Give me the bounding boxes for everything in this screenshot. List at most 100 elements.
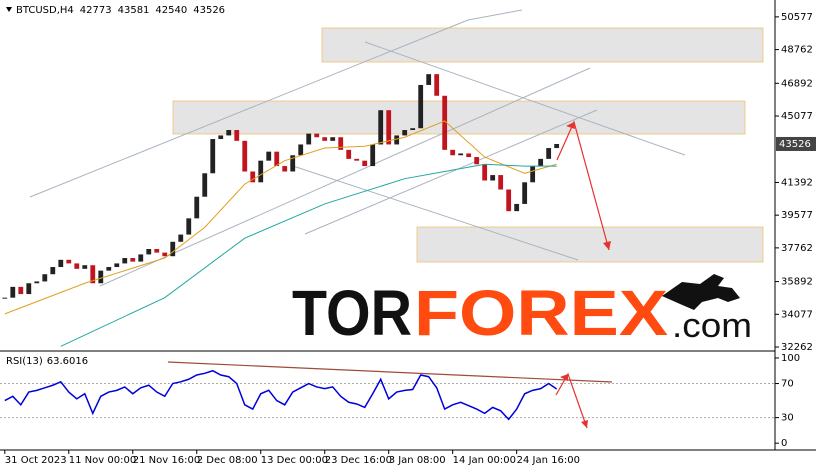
x-tick-label: 23 Dec 16:00 <box>325 455 392 466</box>
y-tick-label: 37762 <box>781 243 813 254</box>
candle <box>154 248 160 253</box>
candle <box>370 144 376 167</box>
candle <box>258 160 264 183</box>
x-tick-label: 13 Dec 00:00 <box>261 455 328 466</box>
last-price-label: 43526 <box>779 139 811 150</box>
watermark: TOR <box>292 277 412 349</box>
candle <box>74 263 80 269</box>
candle <box>266 151 272 161</box>
moving-average <box>4 120 557 315</box>
rsi-tick-label: 100 <box>781 353 800 364</box>
y-tick-label: 34077 <box>781 309 813 320</box>
rsi-header: RSI(13) 63.6016 <box>6 356 88 367</box>
candle <box>434 74 440 96</box>
candle <box>218 135 224 140</box>
y-tick-label: 32262 <box>781 342 813 353</box>
candle <box>474 157 480 165</box>
candle <box>66 259 72 264</box>
candle <box>290 155 296 172</box>
x-tick-label: 3 Jan 08:00 <box>389 455 446 466</box>
candle <box>330 137 336 141</box>
trend-line <box>99 67 591 287</box>
candle <box>50 267 56 275</box>
candle <box>338 137 344 150</box>
candle <box>378 110 384 145</box>
candle <box>442 95 448 150</box>
candle <box>250 171 256 183</box>
candle <box>146 248 152 255</box>
bull-icon <box>662 274 740 310</box>
candle <box>554 143 560 149</box>
candle <box>226 130 232 136</box>
y-tick-label: 35892 <box>781 277 813 288</box>
x-tick-label: 31 Oct 2023 <box>5 455 67 466</box>
trend-line <box>29 19 469 198</box>
candle <box>210 139 216 174</box>
resistance-zone <box>321 27 764 63</box>
candle <box>354 158 360 161</box>
symbol: BTCUSD,H4 <box>16 5 74 16</box>
candle <box>538 158 544 167</box>
candle <box>42 274 48 282</box>
candle <box>10 286 16 298</box>
candle <box>450 149 456 156</box>
candle <box>490 175 496 181</box>
candle <box>186 218 192 235</box>
trend-line <box>304 109 598 235</box>
candle <box>194 196 200 219</box>
rsi-last: 63.6016 <box>47 356 88 367</box>
y-tick-label: 45077 <box>781 111 813 122</box>
ohlc-value: 42773 <box>80 5 112 16</box>
resistance-zone <box>172 100 746 135</box>
last-price-box <box>776 136 816 151</box>
trend-line <box>467 9 523 21</box>
candle <box>482 164 488 181</box>
candle <box>306 133 312 145</box>
x-tick-label: 2 Dec 08:00 <box>197 455 258 466</box>
y-tick-label: 41392 <box>781 177 813 188</box>
candle <box>18 286 24 295</box>
candle <box>106 267 112 271</box>
plot <box>2 74 560 347</box>
candle <box>458 153 464 156</box>
candle <box>466 153 472 158</box>
watermark: .com <box>672 307 752 345</box>
y-tick-label: 48762 <box>781 45 813 56</box>
candle <box>386 110 392 145</box>
y-tick-label: 50577 <box>781 12 813 23</box>
candle <box>122 258 128 264</box>
y-tick-label: 46892 <box>781 78 813 89</box>
candle <box>506 189 512 212</box>
candle <box>530 166 536 183</box>
candle <box>26 283 32 295</box>
candle <box>234 130 240 141</box>
candle <box>498 175 504 190</box>
candle <box>82 265 88 269</box>
watermark: FOREX <box>414 277 668 349</box>
trend-lines <box>29 9 686 287</box>
y-tick-label: 39577 <box>781 210 813 221</box>
candle <box>58 259 64 268</box>
candle <box>178 234 184 242</box>
moving-average <box>60 163 557 347</box>
header: BTCUSD,H4 42773 43581 42540 43526 <box>16 5 225 16</box>
candle <box>2 297 8 299</box>
x-tick-label: 11 Nov 00:00 <box>69 455 136 466</box>
x-tick-label: 21 Nov 16:00 <box>133 455 200 466</box>
candle <box>346 149 352 159</box>
support-zone <box>416 226 764 263</box>
header-icon <box>6 7 12 12</box>
candle <box>90 265 96 284</box>
candle <box>418 84 424 129</box>
candle <box>202 173 208 197</box>
candle <box>410 128 416 131</box>
trend-line <box>364 41 686 156</box>
candle <box>402 130 408 136</box>
candle <box>514 203 520 212</box>
candle <box>322 137 328 141</box>
rsi-tick-label: 30 <box>781 413 794 424</box>
candle <box>114 263 120 268</box>
candle <box>34 281 40 284</box>
rsi-trend-line <box>167 361 613 383</box>
trend-line <box>289 164 579 261</box>
